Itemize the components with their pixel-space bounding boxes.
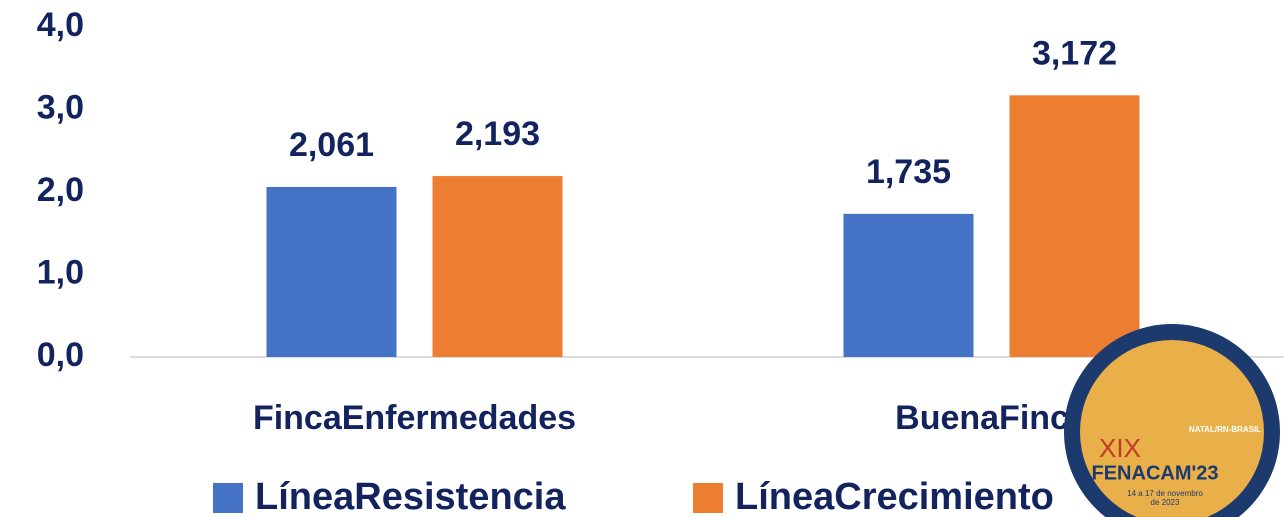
legend-label: LíneaCrecimiento bbox=[735, 476, 1054, 517]
legend-swatch bbox=[213, 483, 243, 513]
data-label: 2,193 bbox=[455, 115, 540, 153]
logo-edition: XIX bbox=[1099, 433, 1141, 463]
bar bbox=[1009, 95, 1140, 357]
logo-name: FENACAM'23 bbox=[1092, 462, 1219, 484]
y-tick-label: 0,0 bbox=[37, 336, 84, 374]
y-tick-label: 1,0 bbox=[37, 253, 84, 291]
legend-swatch bbox=[693, 483, 723, 513]
bar bbox=[266, 186, 397, 357]
bar bbox=[843, 213, 974, 357]
logo-year: de 2023 bbox=[1151, 498, 1180, 507]
data-label: 2,061 bbox=[289, 126, 374, 164]
legend-label: LíneaResistencia bbox=[255, 476, 566, 517]
y-tick-label: 4,0 bbox=[37, 6, 84, 44]
logo: NATAL/RN-BRASIL XIX FENACAM'23 14 a 17 d… bbox=[1064, 324, 1280, 517]
y-tick-label: 3,0 bbox=[37, 88, 84, 126]
data-label: 1,735 bbox=[866, 153, 951, 191]
data-label: 3,172 bbox=[1032, 34, 1117, 72]
x-tick-label: BuenaFinca bbox=[895, 399, 1089, 437]
x-tick-label: FincaEnfermedades bbox=[253, 399, 576, 437]
logo-dates: 14 a 17 de novembro bbox=[1127, 489, 1203, 498]
logo-disc bbox=[1080, 340, 1264, 517]
bar bbox=[432, 176, 563, 357]
y-tick-label: 2,0 bbox=[37, 171, 84, 209]
logo-place: NATAL/RN-BRASIL bbox=[1189, 425, 1261, 434]
